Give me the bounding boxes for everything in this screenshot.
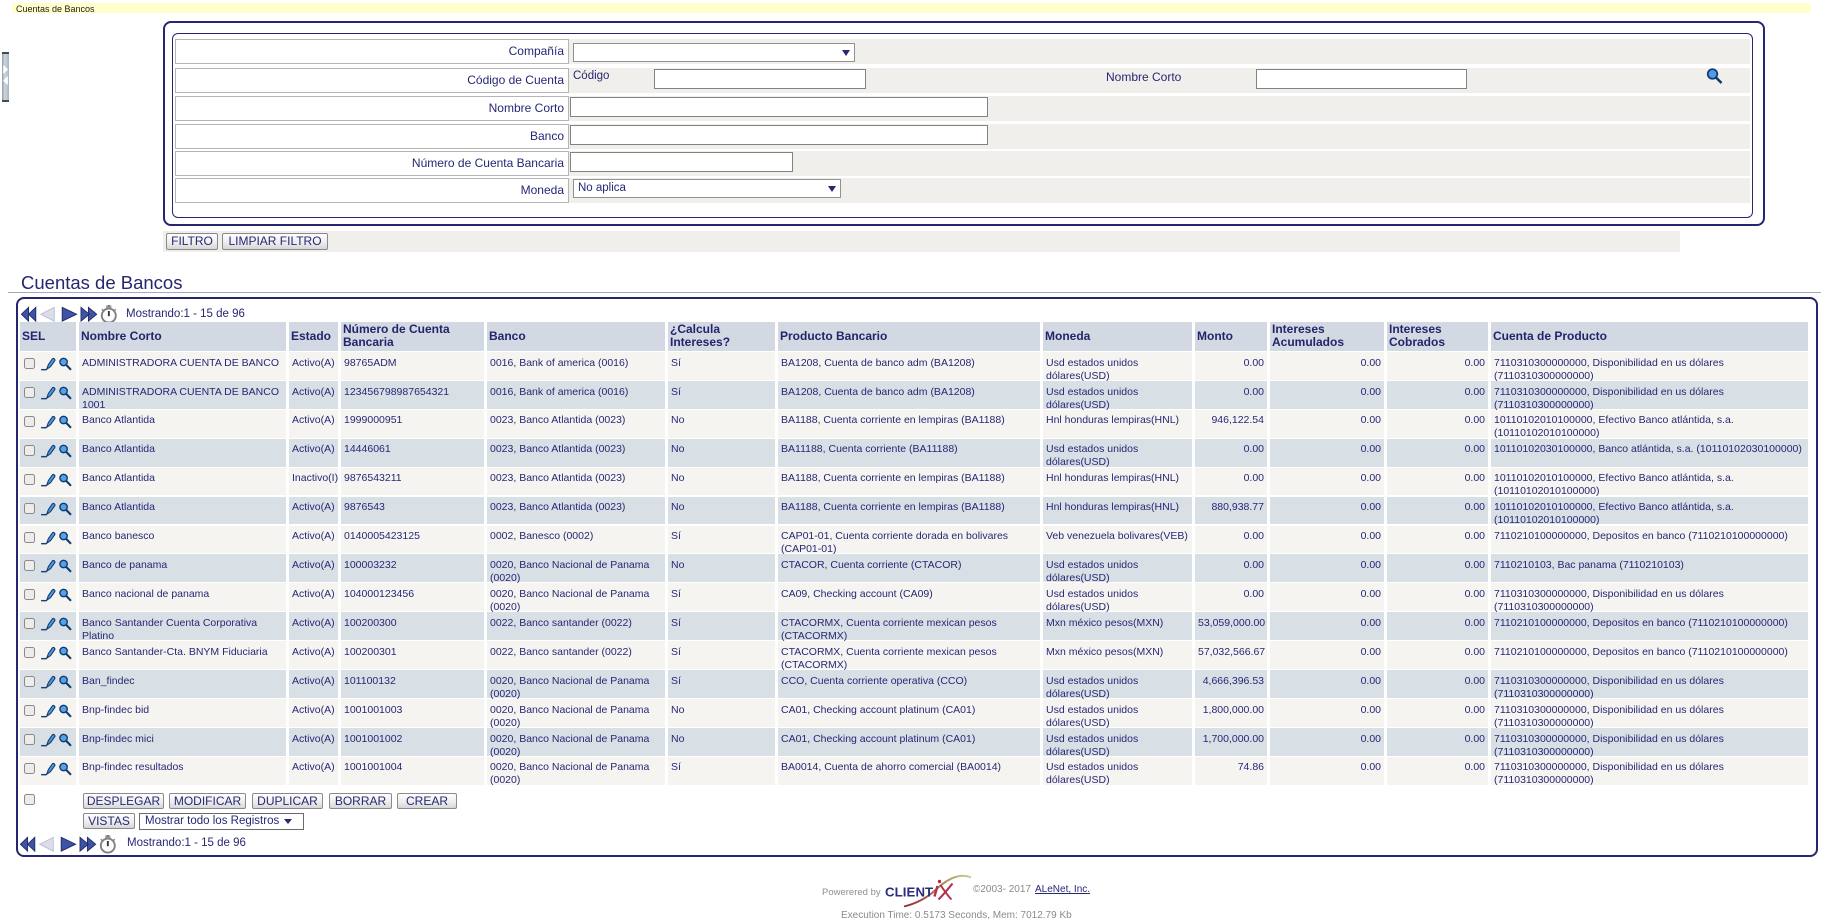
- svg-text:CLIENT: CLIENT: [885, 885, 933, 900]
